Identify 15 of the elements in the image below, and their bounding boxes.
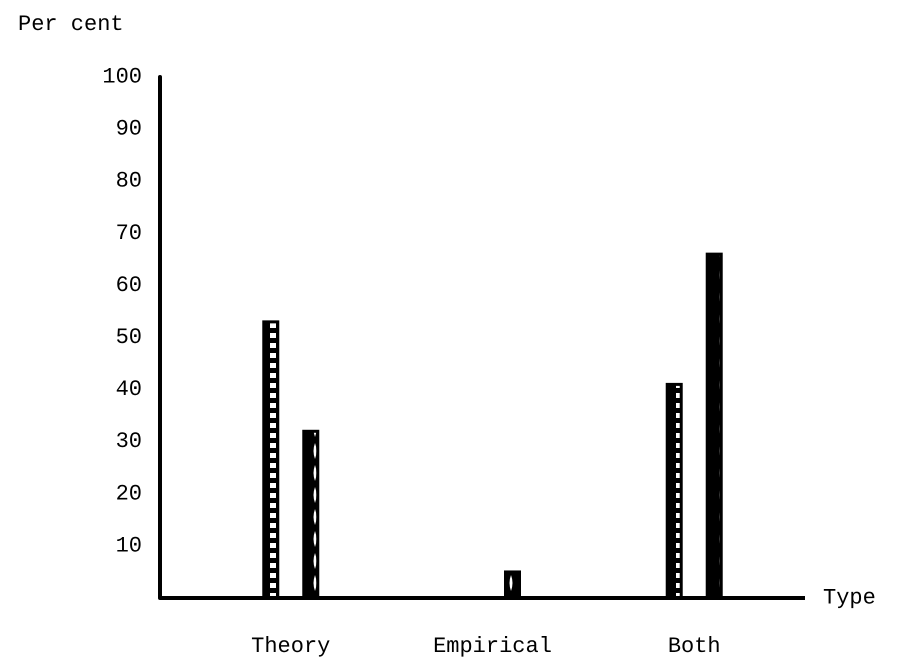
y-axis-title: Per cent: [18, 12, 124, 37]
y-tick-label: 100: [102, 64, 142, 90]
y-tick-label: 90: [116, 116, 142, 142]
y-tick-label: 50: [116, 325, 142, 350]
y-tick-label: 20: [116, 481, 142, 506]
y-tick-label: 60: [116, 272, 142, 298]
y-tick-label: 70: [116, 220, 142, 246]
y-tick-label: 80: [116, 168, 142, 194]
x-tick-label: Theory: [251, 634, 330, 659]
x-axis-title: Type: [823, 586, 876, 610]
x-tick-label: Both: [668, 634, 721, 659]
y-tick-label: 40: [116, 377, 142, 402]
y-tick-label: 30: [116, 429, 142, 454]
y-tick-label: 10: [116, 533, 142, 558]
x-tick-label: Empirical: [433, 634, 552, 659]
